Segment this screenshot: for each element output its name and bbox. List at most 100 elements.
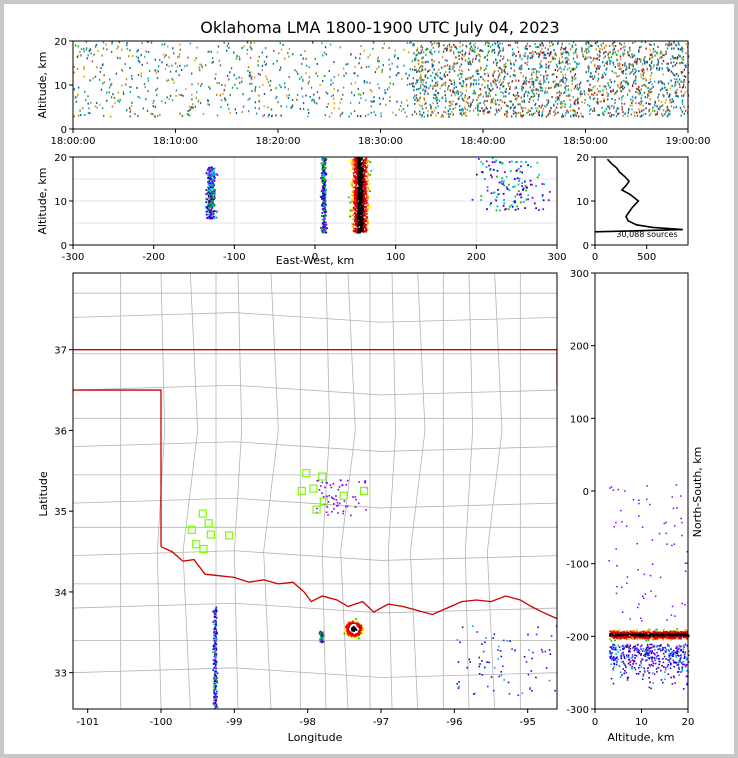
time-height-source bbox=[547, 81, 550, 84]
time-height-source bbox=[420, 85, 422, 88]
time-height-source bbox=[449, 50, 451, 53]
time-height-source bbox=[565, 51, 567, 54]
time-height-source bbox=[685, 109, 687, 112]
time-height-source bbox=[276, 95, 278, 98]
time-height-source bbox=[652, 50, 654, 53]
plan-view-source bbox=[353, 628, 355, 631]
time-height-source bbox=[666, 115, 669, 118]
time-height-source bbox=[438, 44, 440, 47]
ew-height-source bbox=[365, 171, 367, 173]
ew-height-source bbox=[362, 183, 365, 186]
time-height-source bbox=[675, 95, 677, 98]
time-height-source bbox=[275, 87, 277, 90]
ew-height-source bbox=[366, 221, 369, 223]
time-height-source bbox=[453, 52, 455, 55]
time-height-source bbox=[522, 114, 525, 117]
time-height-source bbox=[441, 78, 443, 81]
time-height-source bbox=[94, 75, 97, 78]
time-height-source bbox=[602, 89, 604, 92]
time-height-source bbox=[484, 86, 486, 89]
time-height-source bbox=[369, 81, 371, 84]
ew-height-source bbox=[363, 218, 366, 221]
ew-height-x-tick-label: 0 bbox=[312, 252, 318, 263]
ew-height-source bbox=[529, 179, 532, 182]
time-height-source bbox=[587, 66, 589, 69]
time-height-source bbox=[103, 114, 105, 117]
time-height-source bbox=[672, 100, 674, 102]
time-height-source bbox=[597, 77, 600, 80]
time-height-source bbox=[477, 113, 479, 116]
time-height-source bbox=[230, 67, 233, 70]
time-height-source bbox=[497, 76, 499, 79]
ew-height-source bbox=[514, 195, 517, 198]
ew-height-source bbox=[362, 161, 365, 163]
plan-view-source bbox=[355, 635, 358, 637]
time-height-source bbox=[73, 71, 75, 74]
ew-height-source bbox=[359, 222, 362, 224]
time-height-source bbox=[643, 69, 645, 72]
time-height-source bbox=[435, 82, 437, 85]
time-height-source bbox=[405, 72, 407, 75]
time-height-source bbox=[249, 45, 252, 48]
time-height-source bbox=[558, 96, 560, 99]
ew-height-source bbox=[350, 185, 353, 188]
ew-height-source bbox=[355, 184, 358, 186]
time-height-source bbox=[514, 41, 517, 44]
ew-height-source bbox=[368, 182, 371, 184]
ew-height-source bbox=[490, 192, 493, 195]
ew-height-source bbox=[359, 171, 362, 174]
plan-view-source bbox=[360, 627, 363, 629]
time-height-source bbox=[459, 41, 461, 44]
ew-height-source bbox=[212, 192, 215, 195]
time-height-source bbox=[521, 85, 523, 88]
time-height-source bbox=[569, 109, 572, 112]
time-height-source bbox=[233, 51, 235, 54]
time-height-source bbox=[632, 65, 634, 68]
ew-height-source bbox=[361, 211, 364, 214]
time-height-source bbox=[622, 94, 624, 97]
ew-height-source bbox=[351, 161, 354, 164]
time-height-source bbox=[157, 70, 159, 73]
time-height-source bbox=[607, 84, 610, 87]
time-height-source bbox=[533, 94, 536, 97]
time-height-source bbox=[529, 98, 531, 101]
time-height-source bbox=[431, 43, 434, 46]
time-height-source bbox=[434, 97, 437, 100]
time-height-source bbox=[359, 53, 362, 56]
time-height-source bbox=[432, 97, 435, 99]
time-height-source bbox=[524, 81, 526, 84]
time-height-source bbox=[573, 109, 575, 112]
time-height-source bbox=[258, 94, 260, 97]
time-height-source bbox=[593, 75, 596, 78]
time-height-source bbox=[533, 53, 535, 55]
time-height-source bbox=[435, 94, 437, 97]
time-height-source bbox=[426, 70, 429, 73]
ew-height-source bbox=[366, 158, 369, 161]
time-height-source bbox=[588, 64, 590, 67]
ew-height-source bbox=[324, 159, 326, 162]
plan-view-source bbox=[352, 627, 354, 629]
time-height-source bbox=[378, 87, 380, 89]
time-height-source bbox=[83, 47, 85, 50]
time-height-source bbox=[651, 56, 653, 59]
time-height-source bbox=[671, 55, 674, 58]
ew-height-source bbox=[356, 215, 359, 217]
ew-height-source bbox=[369, 161, 372, 163]
time-height-source bbox=[358, 62, 360, 65]
time-height-source bbox=[341, 112, 343, 115]
time-height-source bbox=[462, 44, 464, 47]
ew-height-source bbox=[355, 221, 358, 223]
time-height-source bbox=[201, 83, 203, 85]
ew-height-source bbox=[359, 160, 361, 163]
time-height-source bbox=[469, 85, 472, 88]
time-height-source bbox=[458, 69, 460, 72]
plan-view-source bbox=[349, 629, 352, 632]
time-height-source bbox=[258, 86, 261, 88]
time-height-source bbox=[653, 64, 655, 67]
time-height-source bbox=[421, 115, 423, 118]
ew-height-source bbox=[535, 207, 537, 210]
time-height-source bbox=[327, 102, 329, 105]
time-height-source bbox=[541, 113, 544, 116]
time-height-source bbox=[368, 65, 370, 68]
